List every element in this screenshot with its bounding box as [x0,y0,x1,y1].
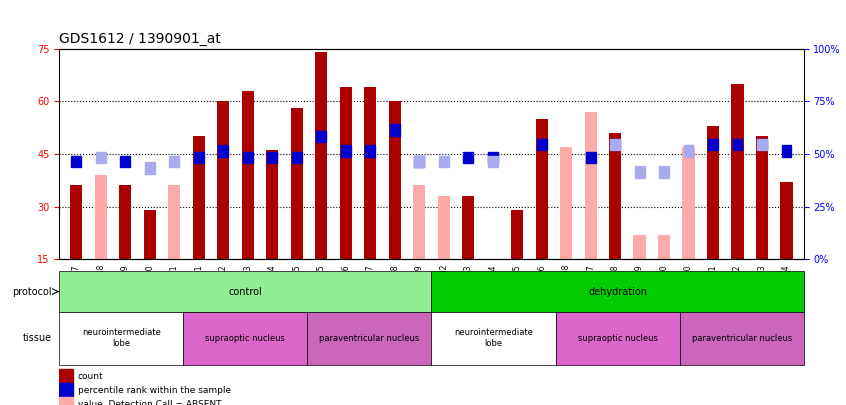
Bar [756,136,768,259]
Bar [316,131,327,142]
Text: tissue: tissue [23,333,52,343]
Bar [585,112,596,259]
Bar [145,162,155,174]
Bar [267,152,277,163]
Bar [464,152,473,163]
Text: percentile rank within the sample: percentile rank within the sample [78,386,231,395]
Bar [437,196,450,259]
Bar [169,156,179,167]
Text: GDS1612 / 1390901_at: GDS1612 / 1390901_at [59,32,221,46]
Text: paraventricular nucleus: paraventricular nucleus [691,334,792,343]
Bar [782,145,792,157]
Bar [733,139,743,150]
Bar [683,147,695,259]
Bar [243,152,253,163]
Bar [242,91,254,259]
Text: dehydration: dehydration [588,287,647,296]
FancyBboxPatch shape [556,312,679,364]
Text: count: count [78,372,103,381]
Bar [780,182,793,259]
FancyBboxPatch shape [59,271,431,312]
Bar [96,152,106,163]
Bar [365,145,375,157]
Bar [609,133,621,259]
Bar [488,152,497,163]
Bar [364,87,376,259]
Bar [413,185,426,259]
Bar [71,156,81,167]
Bar [168,185,180,259]
Text: neurointermediate
lobe: neurointermediate lobe [454,328,533,348]
Bar [488,156,497,167]
Bar [511,210,524,259]
Bar [610,139,620,150]
Text: supraoptic nucleus: supraoptic nucleus [206,334,285,343]
Bar [462,196,475,259]
Bar [658,234,670,259]
Bar [193,136,205,259]
Bar [536,139,547,150]
Text: supraoptic nucleus: supraoptic nucleus [578,334,657,343]
Bar [217,101,229,259]
Text: control: control [228,287,262,296]
Bar [95,175,107,259]
FancyBboxPatch shape [431,312,556,364]
Text: protocol: protocol [12,287,52,296]
Bar [560,147,572,259]
Bar [560,147,572,259]
Bar [59,369,73,383]
Bar [585,152,596,163]
Bar [341,145,350,157]
Bar [120,156,130,167]
Bar [194,152,204,163]
Bar [439,156,448,167]
Bar [707,126,719,259]
Bar [218,145,228,157]
FancyBboxPatch shape [184,312,307,364]
Bar [536,119,547,259]
Bar [757,139,767,150]
Bar [144,210,156,259]
Text: value, Detection Call = ABSENT: value, Detection Call = ABSENT [78,401,222,405]
Bar [339,87,352,259]
Bar [70,185,82,259]
Bar [415,156,424,167]
Text: paraventricular nucleus: paraventricular nucleus [319,334,420,343]
FancyBboxPatch shape [307,312,431,364]
Bar [59,397,73,405]
Bar [684,145,694,157]
Bar [708,139,718,150]
Bar [119,185,131,259]
FancyBboxPatch shape [431,271,804,312]
Text: neurointermediate
lobe: neurointermediate lobe [82,328,161,348]
Bar [732,84,744,259]
Bar [757,139,767,150]
Bar [291,108,303,259]
Bar [315,52,327,259]
Bar [634,234,645,259]
Bar [610,139,620,150]
Bar [390,124,399,136]
Bar [266,150,278,259]
FancyBboxPatch shape [59,312,184,364]
Bar [659,166,669,178]
FancyBboxPatch shape [679,312,804,364]
Bar [415,156,424,167]
Bar [59,383,73,397]
Bar [634,166,645,178]
Bar [292,152,302,163]
Bar [388,101,401,259]
